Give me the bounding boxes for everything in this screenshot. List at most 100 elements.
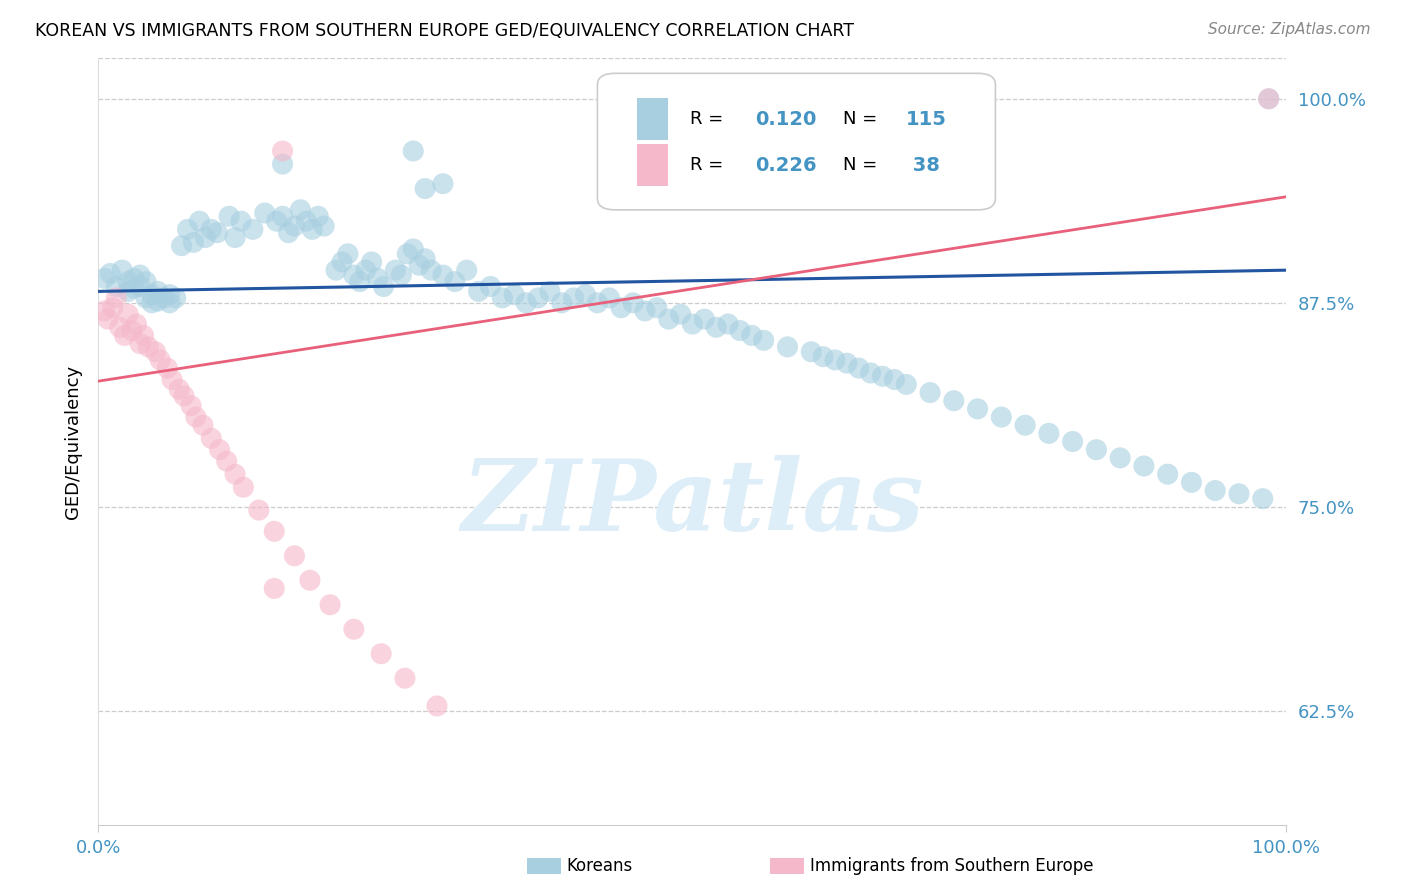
Point (183, 235, 205, 250)
Point (117, 285, 139, 299)
Point (426, 698, 449, 713)
Point (121, 324, 143, 338)
Point (224, 467, 246, 482)
Point (1257, 92, 1279, 106)
Point (1062, 434, 1084, 449)
Point (159, 287, 181, 301)
Point (135, 275, 157, 289)
Point (367, 271, 389, 285)
Point (717, 317, 740, 331)
Point (180, 399, 202, 413)
Point (373, 279, 395, 293)
Point (396, 247, 419, 261)
Point (191, 418, 214, 433)
Point (1133, 458, 1156, 473)
Point (872, 369, 894, 384)
Point (307, 209, 329, 223)
Point (173, 389, 195, 403)
Point (330, 255, 353, 269)
Point (360, 255, 382, 269)
Point (966, 401, 988, 416)
Point (253, 206, 276, 220)
Text: N =: N = (844, 156, 883, 174)
Point (1180, 475, 1202, 490)
Point (194, 230, 217, 244)
FancyBboxPatch shape (598, 73, 995, 210)
Point (824, 353, 846, 368)
Text: 115: 115 (907, 110, 948, 128)
Point (634, 304, 657, 318)
Point (394, 671, 416, 685)
Point (263, 582, 285, 596)
Bar (527, 858, 561, 874)
Text: Koreans: Koreans (567, 857, 633, 875)
Point (370, 647, 392, 661)
Point (167, 382, 190, 396)
Text: 38: 38 (907, 156, 941, 175)
Point (800, 344, 823, 359)
Point (98, 267, 121, 281)
Point (681, 317, 703, 331)
Point (598, 291, 620, 305)
Point (111, 263, 134, 277)
Point (1251, 491, 1274, 506)
Point (159, 295, 181, 310)
Point (184, 410, 207, 425)
Text: ZIPatlas: ZIPatlas (461, 455, 924, 551)
Point (527, 291, 550, 305)
Point (117, 307, 139, 321)
Point (145, 344, 167, 359)
Point (271, 209, 294, 223)
Point (271, 144, 294, 158)
Point (105, 291, 128, 305)
Point (93, 304, 115, 318)
Point (200, 431, 222, 445)
Point (693, 312, 716, 326)
Point (135, 291, 157, 305)
Text: Immigrants from Southern Europe: Immigrants from Southern Europe (810, 857, 1094, 875)
Point (883, 372, 905, 386)
Point (125, 317, 148, 331)
Point (408, 258, 430, 272)
Point (835, 356, 858, 370)
Point (122, 281, 145, 295)
Text: Source: ZipAtlas.com: Source: ZipAtlas.com (1208, 22, 1371, 37)
Point (129, 336, 152, 351)
Point (479, 279, 502, 293)
Point (343, 268, 366, 282)
Point (290, 202, 312, 217)
Point (610, 301, 633, 315)
Point (402, 144, 425, 158)
Text: R =: R = (690, 111, 730, 128)
Point (343, 622, 366, 636)
Point (224, 230, 246, 244)
Point (456, 263, 478, 277)
Point (129, 279, 152, 293)
Point (207, 226, 229, 240)
Point (384, 263, 406, 277)
Point (1227, 487, 1250, 501)
Point (141, 287, 163, 301)
Point (658, 312, 681, 326)
Point (232, 480, 254, 494)
Point (242, 222, 264, 236)
Point (848, 361, 870, 376)
Point (420, 263, 443, 277)
Point (271, 157, 294, 171)
Point (491, 291, 513, 305)
Point (114, 328, 136, 343)
Point (208, 442, 231, 457)
Point (165, 291, 187, 305)
Point (146, 294, 169, 309)
Point (336, 247, 359, 261)
Point (132, 328, 155, 343)
Point (752, 334, 775, 348)
Point (176, 222, 198, 236)
Point (990, 410, 1012, 425)
Point (467, 285, 489, 299)
Point (141, 295, 163, 310)
Point (93, 271, 115, 285)
Point (551, 295, 574, 310)
Point (263, 524, 285, 539)
Point (896, 377, 918, 392)
